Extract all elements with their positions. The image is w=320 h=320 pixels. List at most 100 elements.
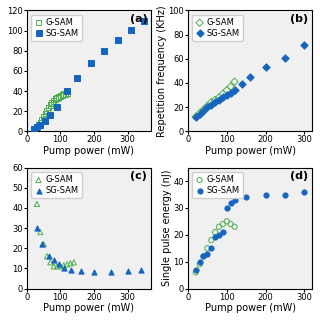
G-SAM xyxy=(48,102,53,108)
SG-SAM xyxy=(201,108,206,113)
SG-SAM xyxy=(78,269,83,274)
SG-SAM xyxy=(228,200,233,205)
SG-SAM xyxy=(51,258,56,263)
G-SAM xyxy=(65,91,70,96)
SG-SAM xyxy=(65,88,70,93)
X-axis label: Pump power (mW): Pump power (mW) xyxy=(44,303,134,313)
Y-axis label: Repetition frequency (KHz): Repetition frequency (KHz) xyxy=(156,5,167,137)
SG-SAM xyxy=(139,268,144,273)
G-SAM xyxy=(232,79,237,84)
X-axis label: Pump power (mW): Pump power (mW) xyxy=(204,303,296,313)
G-SAM xyxy=(36,122,41,127)
Text: (a): (a) xyxy=(130,14,147,24)
G-SAM xyxy=(71,260,76,265)
G-SAM xyxy=(31,127,36,132)
G-SAM xyxy=(39,116,44,122)
G-SAM xyxy=(193,114,198,119)
SG-SAM xyxy=(108,270,113,275)
SG-SAM xyxy=(115,37,120,42)
SG-SAM xyxy=(197,259,202,264)
SG-SAM xyxy=(56,262,61,267)
SG-SAM xyxy=(283,55,288,60)
G-SAM xyxy=(54,95,60,100)
Text: (b): (b) xyxy=(290,14,308,24)
G-SAM xyxy=(51,264,56,269)
SG-SAM xyxy=(209,246,214,251)
SG-SAM xyxy=(88,60,93,65)
G-SAM xyxy=(193,270,198,275)
SG-SAM xyxy=(193,114,198,119)
G-SAM xyxy=(44,108,50,113)
G-SAM xyxy=(216,95,221,100)
Text: (c): (c) xyxy=(131,171,147,181)
SG-SAM xyxy=(263,192,268,197)
G-SAM xyxy=(61,92,66,97)
Legend: G-SAM, SG-SAM: G-SAM, SG-SAM xyxy=(192,172,243,198)
Legend: G-SAM, SG-SAM: G-SAM, SG-SAM xyxy=(31,15,82,41)
G-SAM xyxy=(212,97,218,102)
G-SAM xyxy=(220,91,225,96)
G-SAM xyxy=(228,84,233,89)
SG-SAM xyxy=(34,226,39,231)
SG-SAM xyxy=(43,119,48,124)
SG-SAM xyxy=(142,18,147,23)
SG-SAM xyxy=(228,90,233,95)
SG-SAM xyxy=(216,232,221,237)
SG-SAM xyxy=(46,254,51,259)
SG-SAM xyxy=(224,92,229,98)
G-SAM xyxy=(41,242,46,247)
Text: (d): (d) xyxy=(290,171,308,181)
G-SAM xyxy=(50,100,55,106)
SG-SAM xyxy=(263,65,268,70)
SG-SAM xyxy=(75,75,80,80)
G-SAM xyxy=(58,93,63,99)
G-SAM xyxy=(232,224,237,229)
SG-SAM xyxy=(212,235,218,240)
G-SAM xyxy=(53,97,58,102)
SG-SAM xyxy=(220,229,225,235)
SG-SAM xyxy=(101,48,107,53)
Y-axis label: Single pulse energy (nJ): Single pulse energy (nJ) xyxy=(162,170,172,286)
G-SAM xyxy=(205,103,210,108)
G-SAM xyxy=(46,105,51,110)
SG-SAM xyxy=(201,254,206,259)
G-SAM xyxy=(61,263,66,268)
SG-SAM xyxy=(302,189,307,194)
X-axis label: Pump power (mW): Pump power (mW) xyxy=(204,146,296,156)
G-SAM xyxy=(41,114,46,119)
G-SAM xyxy=(38,120,43,125)
SG-SAM xyxy=(34,125,39,130)
SG-SAM xyxy=(216,97,221,102)
G-SAM xyxy=(201,254,206,259)
G-SAM xyxy=(197,262,202,267)
SG-SAM xyxy=(302,43,307,48)
SG-SAM xyxy=(283,192,288,197)
SG-SAM xyxy=(31,127,36,132)
G-SAM xyxy=(228,221,233,227)
SG-SAM xyxy=(220,95,225,100)
SG-SAM xyxy=(92,270,97,275)
G-SAM xyxy=(54,264,60,269)
G-SAM xyxy=(220,221,225,227)
G-SAM xyxy=(48,260,53,265)
G-SAM xyxy=(212,229,218,235)
SG-SAM xyxy=(205,251,210,256)
G-SAM xyxy=(56,94,61,100)
G-SAM xyxy=(33,126,38,131)
SG-SAM xyxy=(193,267,198,272)
SG-SAM xyxy=(48,113,53,118)
G-SAM xyxy=(34,201,39,206)
SG-SAM xyxy=(61,266,66,271)
SG-SAM xyxy=(205,105,210,110)
SG-SAM xyxy=(240,82,245,87)
G-SAM xyxy=(44,254,50,259)
G-SAM xyxy=(60,92,65,98)
SG-SAM xyxy=(232,88,237,93)
G-SAM xyxy=(201,107,206,112)
G-SAM xyxy=(197,111,202,116)
G-SAM xyxy=(68,261,73,266)
G-SAM xyxy=(209,100,214,105)
SG-SAM xyxy=(54,105,60,110)
SG-SAM xyxy=(38,123,43,128)
SG-SAM xyxy=(68,268,73,273)
